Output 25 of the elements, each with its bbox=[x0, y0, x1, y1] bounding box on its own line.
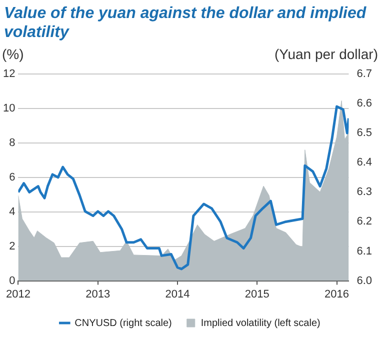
y2-tick-label: 6.4 bbox=[356, 156, 372, 169]
y2-tick-label: 6.1 bbox=[356, 245, 372, 258]
y2-tick-label: 6.2 bbox=[356, 216, 372, 228]
x-tick-label: 2013 bbox=[86, 288, 110, 300]
y2-axis-title: (Yuan per dollar) bbox=[274, 46, 378, 62]
y-tick-label: 4 bbox=[9, 206, 16, 218]
legend-label: Implied volatility (left scale) bbox=[200, 318, 320, 329]
y2-tick-label: 6.7 bbox=[356, 68, 372, 80]
y-tick-label: 6 bbox=[9, 171, 16, 184]
x-tick-label: 2014 bbox=[165, 288, 190, 300]
x-tick-label: 2016 bbox=[324, 288, 350, 300]
y-tick-label: 2 bbox=[9, 240, 16, 252]
y2-tick-label: 6.5 bbox=[356, 127, 372, 140]
y2-tick-label: 6.3 bbox=[356, 186, 372, 198]
x-tick-label: 2015 bbox=[244, 288, 270, 300]
y-tick-label: 10 bbox=[2, 102, 16, 114]
y2-tick-label: 6.0 bbox=[356, 274, 372, 287]
x-tick-label: 2012 bbox=[6, 288, 30, 300]
legend-label: CNYUSD (right scale) bbox=[74, 318, 172, 329]
chart-title: Value of the yuan against the dollar and implied volatility bbox=[3, 4, 368, 43]
y-tick-label: 12 bbox=[2, 68, 16, 80]
y2-tick-label: 6.6 bbox=[356, 98, 372, 110]
y-tick-label: 0 bbox=[9, 274, 16, 287]
y-tick-label: 8 bbox=[9, 136, 16, 149]
y-axis-title: (%) bbox=[2, 46, 24, 62]
